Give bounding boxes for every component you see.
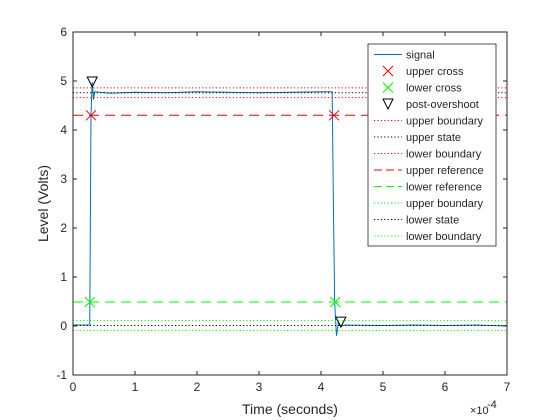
legend-entry-upper-cross-1: upper cross [382, 65, 464, 78]
legend-label-lower-state-10: lower state [406, 215, 459, 227]
legend: signal upper cross lower cross post-oversho… [367, 43, 497, 247]
y-tick-label-2: 2 [60, 221, 67, 235]
marker-layer [84, 76, 347, 329]
legend-label-upper-state-5: upper state [406, 132, 461, 144]
legend-entry-post-overshoot-3: post-overshoot [382, 98, 479, 111]
x-tick-label-1: 1 [132, 380, 139, 394]
marker-upper-cross-1-0 [85, 109, 97, 121]
y-tick-label-5: 5 [60, 74, 67, 88]
legend-swatch-post-overshoot-3 [382, 98, 394, 111]
series-layer [73, 81, 508, 336]
x-axis-exponent: ×10 -4 [470, 399, 497, 417]
legend-swatch-upper-cross-1 [382, 65, 394, 77]
legend-entry-upper-boundary-4: upper boundary [374, 116, 484, 128]
legend-label-lower-boundary-11: lower boundary [406, 231, 482, 243]
x-tick-label-7: 7 [504, 380, 511, 394]
marker-post-overshoot-3-1 [335, 316, 347, 329]
y-tick-label--1: -1 [56, 368, 67, 382]
x-tick-label-6: 6 [442, 380, 449, 394]
x-exponent-base: ×10 [470, 405, 489, 417]
marker-post-overshoot-3-0 [86, 76, 99, 89]
legend-label-lower-reference-8: lower reference [406, 182, 482, 194]
y-tick-label-0: 0 [60, 319, 67, 333]
legend-label-lower-boundary-6: lower boundary [406, 149, 482, 161]
legend-entry-lower-reference-8: lower reference [374, 182, 482, 194]
y-tick-label-3: 3 [60, 172, 67, 186]
y-tick-label-4: 4 [60, 123, 67, 137]
legend-entry-lower-cross-2: lower cross [382, 82, 462, 95]
legend-label-upper-boundary-9: upper boundary [406, 198, 484, 210]
y-axis-label: Level (Volts) [35, 165, 51, 242]
x-exponent-power: -4 [487, 399, 497, 411]
legend-entry-lower-boundary-6: lower boundary [374, 149, 482, 161]
legend-box [367, 43, 497, 247]
legend-entry-lower-state-10: lower state [374, 215, 459, 227]
legend-entry-lower-boundary-11: lower boundary [374, 231, 482, 243]
x-tick-label-3: 3 [256, 380, 263, 394]
legend-entry-signal-0: signal [374, 50, 435, 62]
legend-label-upper-reference-7: upper reference [406, 165, 484, 177]
legend-entry-upper-reference-7: upper reference [374, 165, 484, 177]
marker-upper-cross-1-1 [328, 109, 340, 121]
legend-swatch-lower-cross-2 [382, 82, 394, 93]
y-tick-label-1: 1 [60, 270, 67, 284]
x-axis-label: Time (seconds) [242, 401, 338, 417]
legend-label-post-overshoot-3: post-overshoot [406, 99, 479, 111]
legend-label-upper-cross-1: upper cross [406, 66, 464, 78]
marker-lower-cross-2-1 [329, 296, 341, 308]
x-tick-label-2: 2 [194, 380, 201, 394]
legend-label-signal-0: signal [406, 50, 435, 62]
x-tick-label-5: 5 [380, 380, 387, 394]
legend-label-lower-cross-2: lower cross [406, 83, 462, 95]
y-tick-label-6: 6 [60, 25, 67, 39]
x-tick-label-4: 4 [318, 380, 325, 394]
legend-entry-upper-boundary-9: upper boundary [374, 198, 484, 210]
marker-lower-cross-2-0 [84, 296, 96, 308]
legend-label-upper-boundary-4: upper boundary [406, 116, 484, 128]
legend-entry-upper-state-5: upper state [374, 132, 461, 144]
axes-box [72, 31, 508, 376]
legend-entries: signal upper cross lower cross post-oversho… [374, 50, 484, 243]
x-tick-label-0: 0 [70, 380, 77, 394]
